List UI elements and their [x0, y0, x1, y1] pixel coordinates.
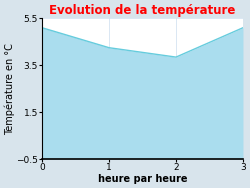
Title: Evolution de la température: Evolution de la température: [49, 4, 236, 17]
X-axis label: heure par heure: heure par heure: [98, 174, 187, 184]
Y-axis label: Température en °C: Température en °C: [4, 43, 15, 135]
